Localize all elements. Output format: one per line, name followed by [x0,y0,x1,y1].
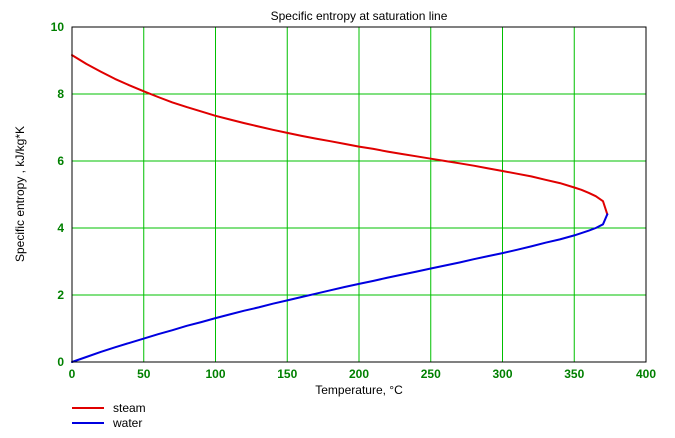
x-tick-label: 350 [564,367,584,381]
plot-frame [71,26,647,363]
y-tick-label: 8 [57,87,64,101]
y-tick-label: 0 [57,355,64,369]
x-tick-label: 100 [205,367,225,381]
grid-lines [72,27,646,362]
legend-label-water: water [112,416,142,430]
plot-series [71,54,609,363]
y-axis-label: Specific entropy , kJ/kg*K [13,126,27,262]
y-tick-labels: 0 2 4 6 8 10 [51,20,65,369]
legend-label-steam: steam [113,401,146,415]
x-tick-label: 200 [349,367,369,381]
x-tick-label: 150 [277,367,297,381]
y-tick-label: 4 [57,221,64,235]
chart-title: Specific entropy at saturation line [271,9,448,23]
x-tick-label: 300 [492,367,512,381]
x-tick-label: 400 [636,367,656,381]
x-axis-label: Temperature, °C [315,383,403,397]
y-tick-label: 2 [57,288,64,302]
x-tick-label: 50 [137,367,151,381]
y-tick-label: 6 [57,154,64,168]
series-line-steam [71,54,609,216]
y-tick-label: 10 [51,20,65,34]
x-tick-labels: 0 50 100 150 200 250 300 350 400 [69,367,657,381]
x-tick-label: 250 [421,367,441,381]
x-tick-label: 0 [69,367,76,381]
series-line-water [71,213,609,363]
